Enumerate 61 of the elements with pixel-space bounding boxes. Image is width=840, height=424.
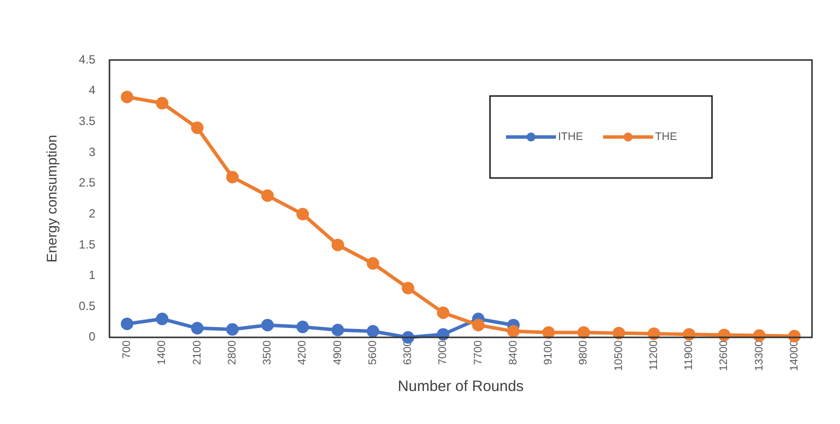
x-tick-label: 2100 [191,340,204,365]
point [402,282,414,294]
point [332,324,344,336]
x-tick-label: 7700 [472,340,484,365]
x-tick-label: 11200 [648,340,660,370]
point [156,312,168,326]
x-tick-label: 11900 [683,340,696,370]
point [612,326,626,340]
x-tick-label: 12600 [718,340,730,372]
x-tick-label: 3500 [262,340,274,365]
point [191,122,204,134]
x-axis-title: Number of Rounds [398,378,524,396]
point [753,329,766,342]
y-tick-label: 1 [88,268,96,282]
x-tick-label: 2800 [226,340,238,365]
point [648,327,660,340]
point [472,318,485,332]
point [718,328,730,342]
point [226,323,239,336]
x-tick-label: 700 [121,340,134,359]
point [156,96,168,110]
x-tick-label: 9100 [542,340,555,365]
point [366,257,380,270]
point [191,322,204,334]
x-tick-label: 10500 [612,340,625,372]
point [436,306,450,320]
point [261,189,274,202]
point [296,320,309,334]
point [226,170,239,184]
point [332,238,344,252]
y-tick-label: 2 [88,206,96,220]
y-tick-label: 1.5 [78,237,96,252]
y-tick-label: 4 [88,83,96,98]
x-tick-label: 13300 [753,340,766,372]
x-tick-label: 4200 [296,340,309,365]
point [366,324,380,338]
point [296,208,309,220]
x-tick-label: 8400 [507,340,520,365]
x-tick-label: 7000 [437,340,450,365]
y-tick-label: 0 [88,330,96,344]
legend-label: ITHE [558,131,584,144]
legend-label: THE [655,131,678,144]
point [788,330,801,342]
point [436,328,450,341]
y-tick-label: 0.5 [78,298,96,313]
x-tick-label: 9800 [578,340,590,365]
point [542,326,555,339]
point [577,326,590,339]
y-tick-label: 3 [88,144,96,159]
point [682,328,696,341]
y-tick-label: 3.5 [78,114,96,128]
y-tick-label: 2.5 [78,176,96,190]
point [120,90,134,104]
y-tick-label: 4.5 [78,52,96,66]
x-tick-label: 4900 [332,340,344,365]
y-axis-title: Energy consumption [43,134,60,263]
point [261,318,274,332]
x-tick-label: 1400 [156,340,168,365]
point [120,318,134,330]
point [507,324,520,338]
x-tick-label: 5600 [366,340,379,365]
